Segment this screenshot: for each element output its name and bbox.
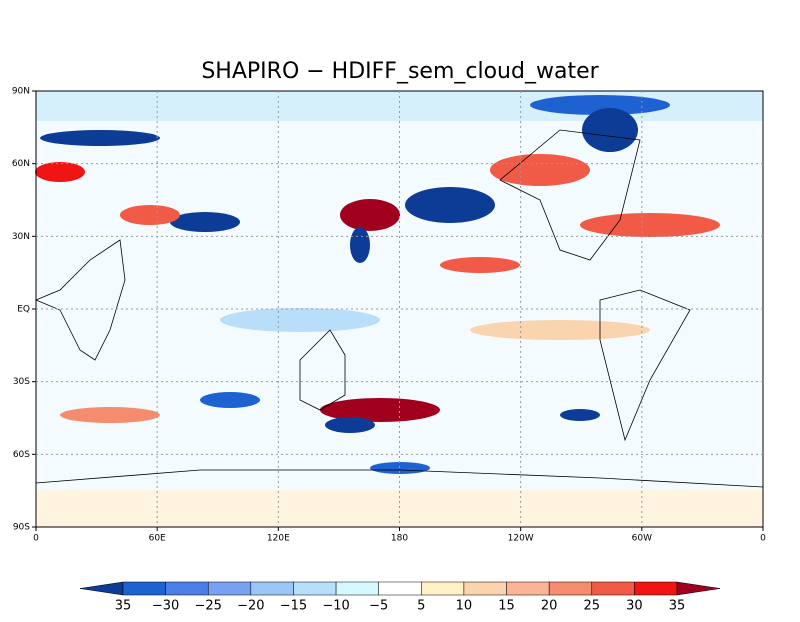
colorbar-label: −20 [237, 599, 264, 614]
coastline [599, 289, 691, 442]
colorbar-bin [378, 581, 422, 596]
blob [490, 154, 590, 186]
colorbar-bin [293, 581, 337, 596]
coastline [34, 239, 126, 361]
x-tick-label: 120W [508, 534, 534, 544]
colorbar-label: 35 [115, 599, 132, 614]
colorbar-bin [122, 581, 166, 596]
blob [340, 199, 400, 231]
colorbar-label: −5 [369, 599, 388, 614]
x-tick-label: 60W [632, 534, 652, 544]
coastline [35, 469, 764, 488]
blob [325, 417, 375, 433]
colorbar-label: −10 [322, 599, 349, 614]
colorbar-label: 30 [626, 599, 643, 614]
colorbar-label: −15 [280, 599, 307, 614]
colorbar-bin [165, 581, 209, 596]
blob [405, 187, 495, 223]
blob [350, 227, 370, 263]
blob [530, 95, 670, 115]
blob [440, 257, 520, 273]
colorbar-label: 5 [417, 599, 425, 614]
y-tick-label: 30N [12, 232, 30, 242]
colorbar-bin [591, 581, 635, 596]
y-tick-label: EQ [17, 305, 30, 315]
blob [120, 205, 180, 225]
y-tick-label: 60S [13, 450, 30, 460]
blob [60, 407, 160, 423]
colorbar-label: −30 [152, 599, 179, 614]
colorbar-label: 15 [498, 599, 515, 614]
blob [35, 162, 85, 182]
blob [320, 398, 440, 422]
x-tick-label: 0 [33, 534, 39, 544]
colorbar-bin [634, 581, 678, 596]
colorbar-bin [207, 581, 252, 596]
colorbar-bin [463, 581, 507, 596]
blob [560, 409, 600, 421]
colorbar-bin [421, 581, 465, 596]
x-tick-label: 0 [760, 534, 766, 544]
colorbar-label: 20 [541, 599, 558, 614]
colorbar-bin [250, 581, 294, 596]
blob [170, 212, 240, 232]
y-tick-label: 90S [13, 523, 30, 533]
y-tick-label: 90N [12, 87, 30, 97]
title: SHAPIRO − HDIFF_sem_cloud_water [201, 59, 599, 84]
colorbar-label: 25 [583, 599, 600, 614]
colorbar-label: −25 [195, 599, 222, 614]
colorbar-bin [335, 581, 379, 596]
colorbar-bin [548, 581, 593, 596]
blob [582, 108, 638, 152]
colorbar-bin [506, 581, 550, 596]
x-tick-label: 120E [267, 534, 290, 544]
colorbar-label: 35 [669, 599, 686, 614]
x-tick-label: 180 [391, 534, 408, 544]
colorbar-end [676, 581, 721, 596]
blob [220, 308, 380, 332]
blob [580, 213, 720, 237]
colorbar-end [79, 581, 124, 596]
blob [40, 130, 160, 146]
coastlines [34, 129, 764, 488]
colorbar-label: 10 [456, 599, 473, 614]
coastline [499, 129, 641, 261]
coastline [299, 329, 346, 411]
blob [470, 320, 650, 340]
y-tick-label: 60N [12, 159, 30, 169]
y-tick-label: 30S [13, 377, 30, 387]
blob [200, 392, 260, 408]
x-tick-label: 60E [149, 534, 166, 544]
